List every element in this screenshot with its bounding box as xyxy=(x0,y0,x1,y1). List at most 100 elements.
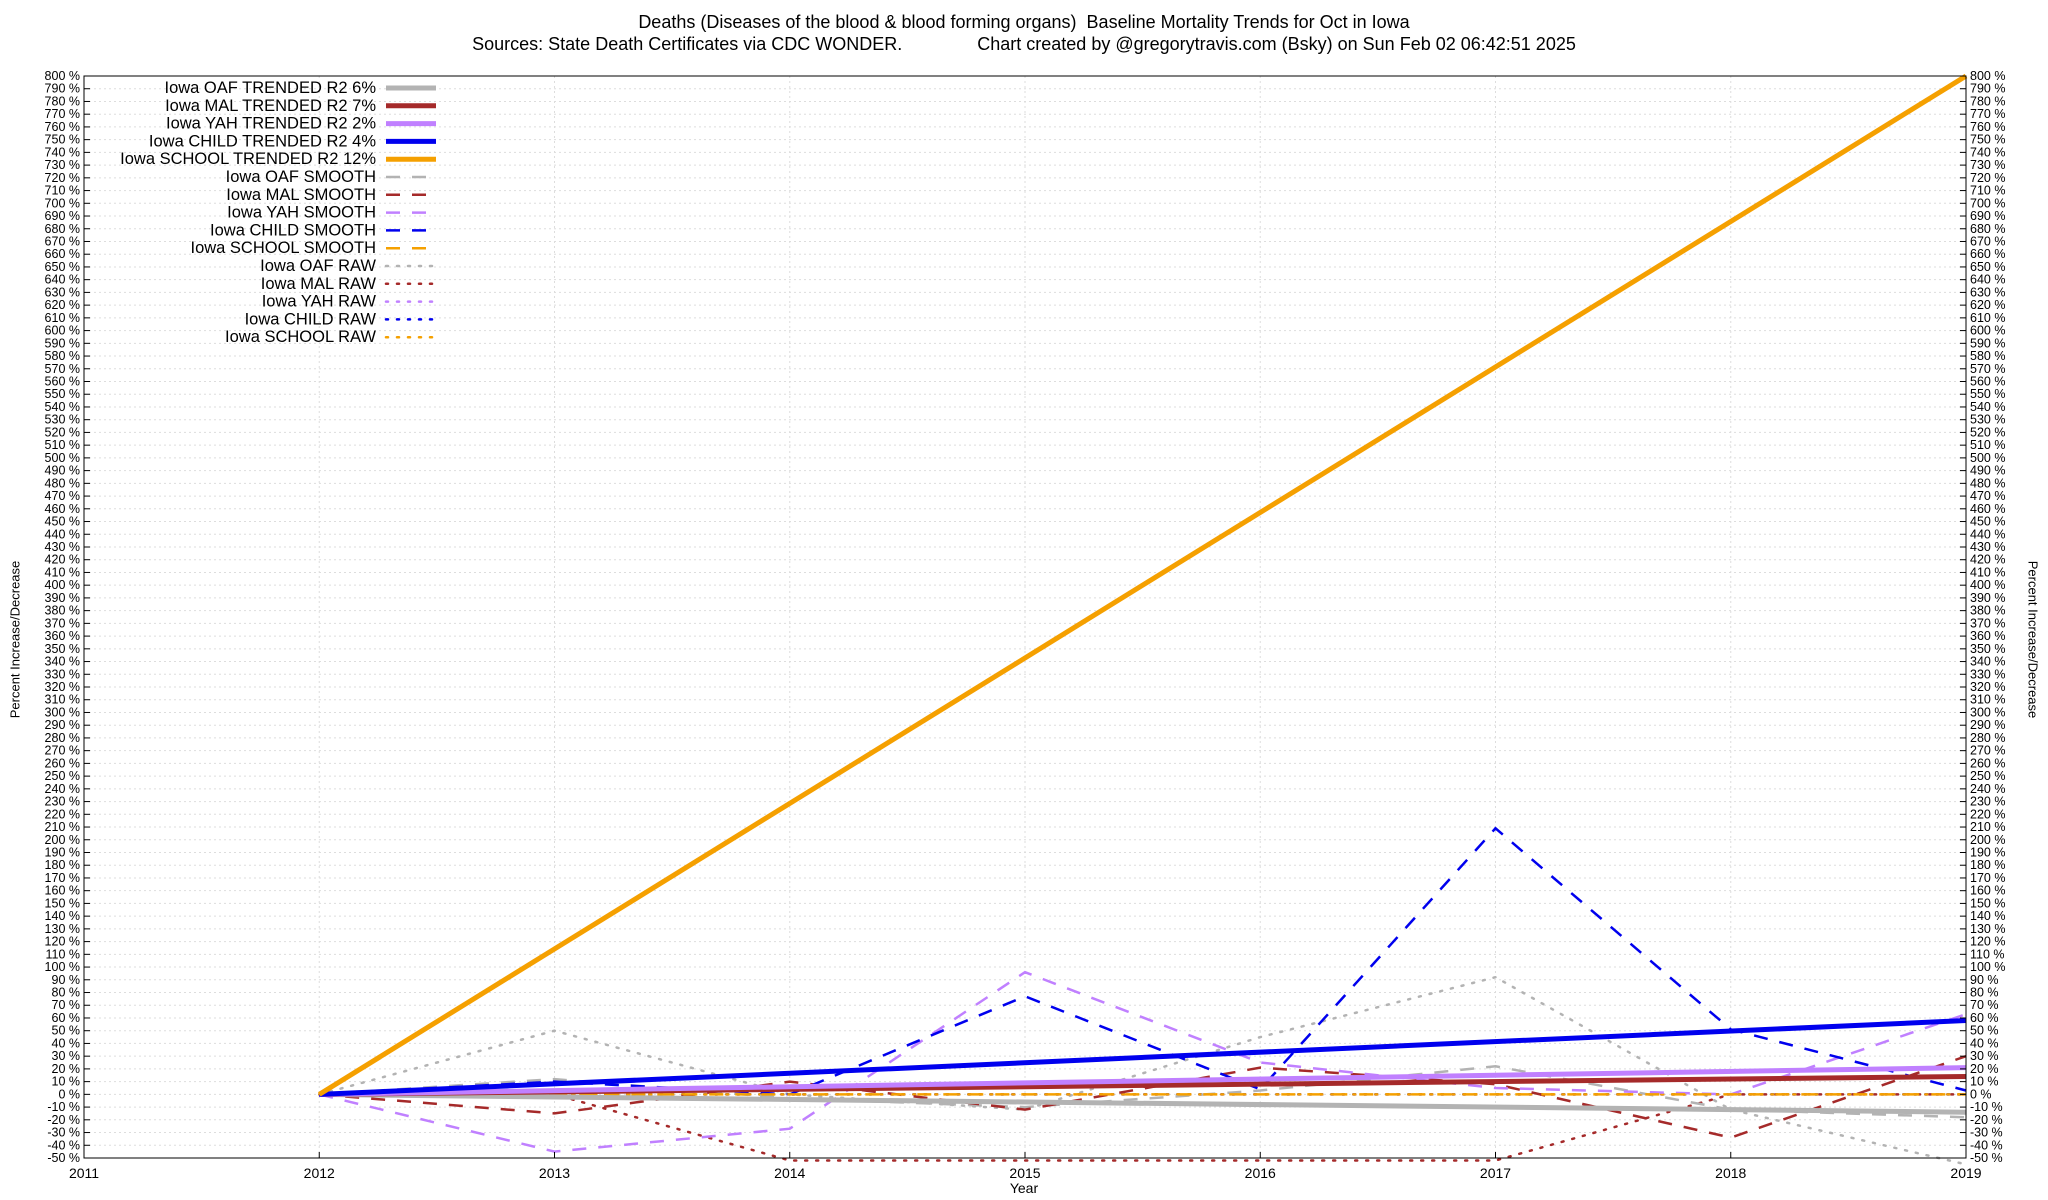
y2-tick-label: 470 % xyxy=(1970,489,2005,503)
x-tick-label: 2011 xyxy=(69,1165,99,1181)
y2-tick-label: 540 % xyxy=(1970,400,2005,414)
series-line-raw-10 xyxy=(318,975,1968,1166)
y-tick-label: 100 % xyxy=(45,960,80,974)
y-tick-label: 40 % xyxy=(52,1036,81,1050)
y-tick-label: 190 % xyxy=(45,845,80,859)
y-tick-label: 150 % xyxy=(45,896,80,910)
y-tick-label: 310 % xyxy=(45,693,80,707)
y2-tick-label: 280 % xyxy=(1970,731,2005,745)
y-tick-label: 790 % xyxy=(45,82,80,96)
y-tick-label: 480 % xyxy=(45,476,80,490)
y2-tick-label: 140 % xyxy=(1970,909,2005,923)
y2-tick-label: 10 % xyxy=(1970,1075,1999,1089)
legend-label: Iowa MAL TRENDED R2 7% xyxy=(165,97,376,115)
y-tick-label: 530 % xyxy=(45,413,80,427)
y-tick-label: 580 % xyxy=(45,349,80,363)
chart-title: Deaths (Diseases of the blood & blood fo… xyxy=(638,12,1410,32)
y-tick-label: 180 % xyxy=(45,858,80,872)
y-tick-label: 50 % xyxy=(52,1024,81,1038)
y2-tick-label: 770 % xyxy=(1970,107,2005,121)
y2-tick-label: 170 % xyxy=(1970,871,2005,885)
y-tick-label: 710 % xyxy=(45,184,80,198)
y-tick-label: 660 % xyxy=(45,247,80,261)
y-tick-label: -50 % xyxy=(47,1151,80,1165)
y-tick-label: 370 % xyxy=(45,616,80,630)
y-tick-label: 30 % xyxy=(52,1049,81,1063)
y2-tick-label: 510 % xyxy=(1970,438,2005,452)
y2-tick-label: 80 % xyxy=(1970,986,1999,1000)
y2-tick-label: 330 % xyxy=(1970,667,2005,681)
y2-tick-label: 490 % xyxy=(1970,464,2005,478)
x-tick-label: 2016 xyxy=(1245,1165,1276,1181)
x-tick-label: 2012 xyxy=(304,1165,335,1181)
y2-tick-label: 590 % xyxy=(1970,336,2005,350)
y-tick-label: 570 % xyxy=(45,362,80,376)
y-tick-label: 70 % xyxy=(52,998,81,1012)
y-tick-label: 400 % xyxy=(45,578,80,592)
y2-tick-label: 290 % xyxy=(1970,718,2005,732)
y2-tick-label: -30 % xyxy=(1970,1126,2003,1140)
y-tick-label: 620 % xyxy=(45,298,80,312)
y2-tick-label: 220 % xyxy=(1970,807,2005,821)
y2-tick-label: 500 % xyxy=(1970,451,2005,465)
y2-tick-label: 390 % xyxy=(1970,591,2005,605)
y-tick-label: 650 % xyxy=(45,260,80,274)
series-line-trend-0 xyxy=(319,1091,1967,1115)
grid-lines xyxy=(83,75,1967,1159)
y-tick-label: 140 % xyxy=(45,909,80,923)
y-tick-label: 760 % xyxy=(45,120,80,134)
y2-tick-label: 570 % xyxy=(1970,362,2005,376)
legend-label: Iowa CHILD SMOOTH xyxy=(210,221,376,239)
y-tick-label: 110 % xyxy=(45,947,80,961)
y-tick-label: 640 % xyxy=(45,273,80,287)
y2-tick-label: 320 % xyxy=(1970,680,2005,694)
y2-tick-label: 730 % xyxy=(1970,158,2005,172)
y-tick-label: 60 % xyxy=(52,1011,81,1025)
y2-tick-label: 300 % xyxy=(1970,705,2005,719)
y-tick-label: 80 % xyxy=(52,986,81,1000)
y2-tick-label: 710 % xyxy=(1970,184,2005,198)
y2-tick-label: 160 % xyxy=(1970,884,2005,898)
y-tick-label: 330 % xyxy=(45,667,80,681)
legend-label: Iowa SCHOOL TRENDED R2 12% xyxy=(120,150,376,168)
y2-tick-label: 150 % xyxy=(1970,896,2005,910)
y2-tick-label: 680 % xyxy=(1970,222,2005,236)
y2-tick-label: -40 % xyxy=(1970,1138,2003,1152)
series-line-smooth-5 xyxy=(319,1065,1967,1119)
y-tick-label: 280 % xyxy=(45,731,80,745)
y2-tick-label: 800 % xyxy=(1970,69,2005,83)
y-tick-label: 500 % xyxy=(45,451,80,465)
y2-tick-label: 790 % xyxy=(1970,82,2005,96)
y-tick-label: 690 % xyxy=(45,209,80,223)
legend-label: Iowa YAH SMOOTH xyxy=(227,204,376,222)
y2-tick-label: -10 % xyxy=(1970,1100,2003,1114)
y-tick-label: 610 % xyxy=(45,311,80,325)
y2-tick-label: 640 % xyxy=(1970,273,2005,287)
series-line-raw-11 xyxy=(318,1093,1968,1162)
y2-tick-label: 130 % xyxy=(1970,922,2005,936)
y2-tick-label: 530 % xyxy=(1970,413,2005,427)
legend-label: Iowa YAH RAW xyxy=(262,293,377,311)
y-tick-label: 290 % xyxy=(45,718,80,732)
y2-tick-label: 120 % xyxy=(1970,935,2005,949)
y-tick-label: 300 % xyxy=(45,705,80,719)
series-line-smooth-6 xyxy=(319,1055,1967,1139)
y-tick-label: 250 % xyxy=(45,769,80,783)
y-tick-label: -40 % xyxy=(47,1138,80,1152)
y2-tick-label: 660 % xyxy=(1970,247,2005,261)
series-line-trend-2 xyxy=(319,1065,1967,1097)
legend-label: Iowa CHILD RAW xyxy=(245,310,377,328)
y-tick-label: 700 % xyxy=(45,196,80,210)
y-tick-label: -30 % xyxy=(47,1126,80,1140)
y-tick-label: 380 % xyxy=(45,604,80,618)
y2-tick-label: 580 % xyxy=(1970,349,2005,363)
y2-tick-label: 460 % xyxy=(1970,502,2005,516)
legend-label: Iowa YAH TRENDED R2 2% xyxy=(166,115,376,133)
y2-tick-label: 230 % xyxy=(1970,795,2005,809)
y2-tick-label: 360 % xyxy=(1970,629,2005,643)
y-tick-label: 200 % xyxy=(45,833,80,847)
y-tick-label: 520 % xyxy=(45,425,80,439)
y2-tick-label: 450 % xyxy=(1970,515,2005,529)
y-tick-label: 730 % xyxy=(45,158,80,172)
y-tick-label: 680 % xyxy=(45,222,80,236)
